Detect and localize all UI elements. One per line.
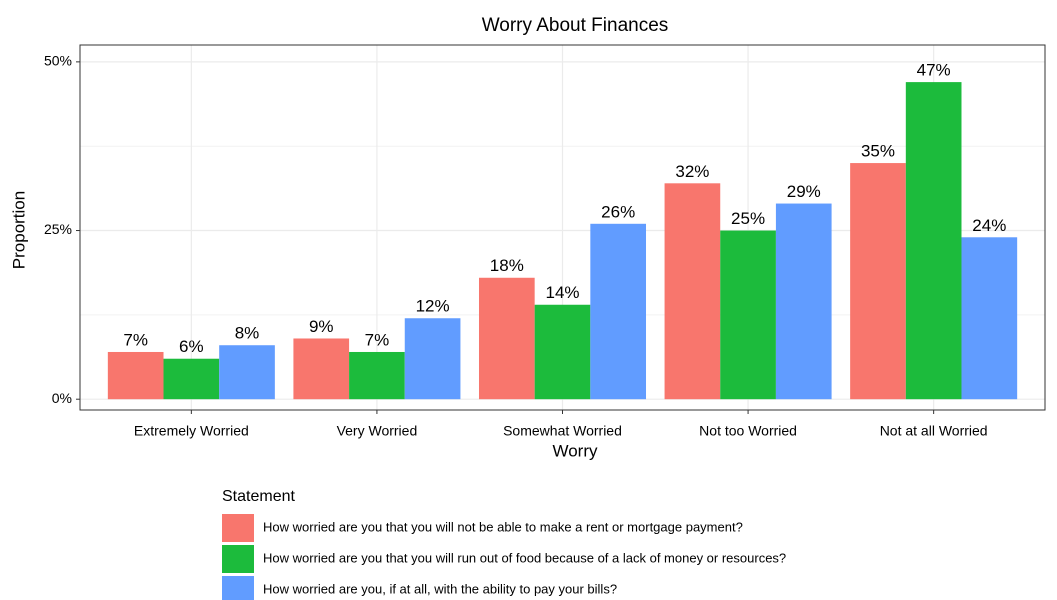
data-label: 6%: [179, 337, 204, 356]
data-label: 8%: [235, 324, 260, 343]
legend-label: How worried are you that you will run ou…: [263, 550, 786, 565]
legend-key: [222, 576, 254, 600]
y-tick-label: 25%: [44, 221, 72, 237]
data-label: 26%: [601, 202, 635, 221]
bar: [720, 230, 776, 400]
legend-label: How worried are you, if at all, with the…: [263, 581, 617, 596]
bar: [664, 183, 721, 400]
bar: [349, 351, 405, 400]
data-label: 12%: [416, 297, 450, 316]
bar: [775, 203, 832, 400]
y-tick-label: 0%: [52, 390, 72, 406]
data-label: 25%: [731, 209, 765, 228]
x-axis-title: Worry: [552, 441, 598, 460]
x-tick-label: Not at all Worried: [880, 423, 988, 439]
bar: [905, 82, 962, 400]
plot-border: [79, 44, 1046, 411]
bar: [961, 237, 1018, 400]
bar: [163, 358, 220, 400]
data-label: 7%: [365, 330, 390, 349]
x-tick-label: Very Worried: [337, 423, 418, 439]
data-label: 47%: [917, 61, 951, 80]
data-label: 35%: [861, 142, 895, 161]
x-tick-label: Extremely Worried: [134, 423, 249, 439]
legend-key: [222, 545, 254, 573]
x-tick-label: Not too Worried: [699, 423, 797, 439]
data-label: 24%: [972, 216, 1006, 235]
bar: [590, 223, 647, 400]
legend-title: Statement: [222, 488, 295, 505]
bar: [850, 163, 906, 400]
y-axis-title: Proportion: [9, 191, 28, 269]
y-tick-label: 50%: [44, 53, 72, 69]
bar: [107, 351, 164, 400]
x-tick-label: Somewhat Worried: [503, 423, 622, 439]
legend-key: [222, 514, 254, 542]
legend-label: How worried are you that you will not be…: [263, 519, 743, 534]
bar: [293, 338, 350, 400]
bar: [219, 345, 275, 400]
data-label: 9%: [309, 317, 334, 336]
bar: [404, 318, 461, 400]
data-label: 14%: [545, 283, 579, 302]
data-label: 18%: [490, 256, 524, 275]
data-label: 7%: [123, 330, 148, 349]
chart-title: Worry About Finances: [482, 15, 669, 36]
bar: [478, 277, 535, 400]
data-label: 29%: [787, 182, 821, 201]
data-label: 32%: [675, 162, 709, 181]
bar: [534, 304, 591, 400]
